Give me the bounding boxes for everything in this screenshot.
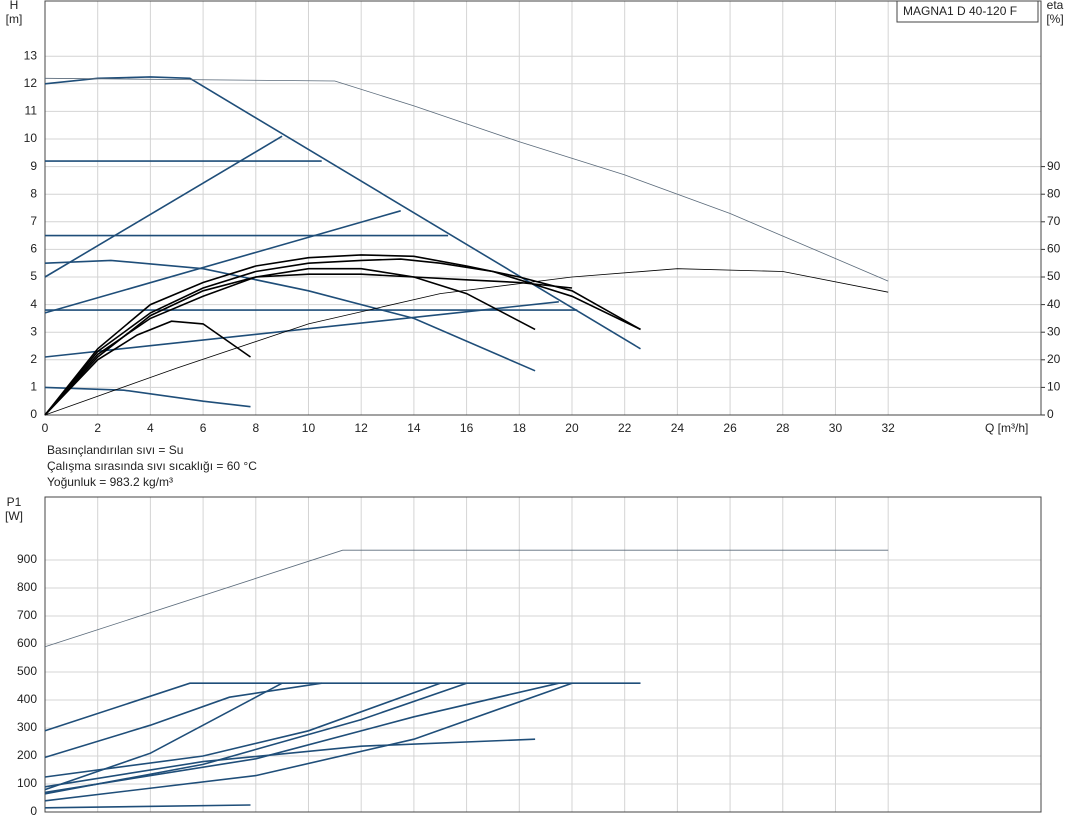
y2-tick-label: 30	[1047, 324, 1061, 338]
y-tick-label: 1	[30, 380, 37, 394]
note: Basınçlandırılan sıvı = Su	[47, 443, 183, 457]
y-tick-label: 900	[17, 552, 37, 566]
note: Yoğunluk = 983.2 kg/m³	[47, 475, 173, 489]
curve	[44, 682, 559, 794]
x-tick-label: 28	[776, 421, 790, 435]
y-tick-label: 600	[17, 636, 37, 650]
y-tick-label: 11	[25, 104, 38, 118]
x-tick-label: 8	[252, 421, 259, 435]
y2-tick-label: 60	[1047, 242, 1061, 256]
x-tick-label: 12	[355, 421, 369, 435]
curve	[44, 258, 641, 416]
y-axis-label: H	[10, 0, 19, 12]
x-tick-label: 26	[723, 421, 737, 435]
y-tick-label: 9	[30, 159, 37, 173]
x-tick-label: 30	[829, 421, 843, 435]
y-tick-label: 6	[30, 242, 37, 256]
y-tick-label: 4	[30, 297, 37, 311]
y-tick-label: 5	[30, 269, 37, 283]
y-tick-label: 200	[17, 748, 37, 762]
curve	[44, 210, 401, 314]
x-tick-label: 14	[407, 421, 421, 435]
x-tick-label: 32	[881, 421, 895, 435]
note: Çalışma sırasında sıvı sıcaklığı = 60 °C	[47, 459, 257, 473]
y2-axis-label: [%]	[1046, 12, 1063, 26]
y-tick-label: 700	[17, 608, 37, 622]
x-tick-label: 18	[513, 421, 527, 435]
y-axis-label: [m]	[6, 12, 23, 26]
curve	[44, 682, 283, 791]
x-tick-label: 2	[94, 421, 101, 435]
y-axis-label: [W]	[5, 509, 23, 523]
y-tick-label: 500	[17, 664, 37, 678]
y-tick-label: 8	[30, 186, 37, 200]
y-tick-label: 10	[24, 131, 38, 145]
plot-frame	[44, 0, 1042, 416]
y2-tick-label: 80	[1047, 186, 1061, 200]
y-tick-label: 300	[17, 720, 37, 734]
curve	[44, 738, 536, 788]
curve	[44, 273, 573, 416]
y2-tick-label: 40	[1047, 297, 1061, 311]
x-tick-label: 6	[200, 421, 207, 435]
curve	[44, 682, 573, 802]
y2-tick-label: 10	[1047, 380, 1061, 394]
curve	[44, 259, 536, 372]
annotation-box	[896, 0, 1039, 23]
x-tick-label: 4	[147, 421, 154, 435]
x-tick-label: 22	[618, 421, 632, 435]
curve	[44, 254, 641, 416]
y-tick-label: 3	[30, 324, 37, 338]
curve	[44, 135, 283, 278]
y-axis-label: P1	[7, 495, 22, 509]
y2-tick-label: 50	[1047, 269, 1061, 283]
curve	[44, 386, 251, 408]
y-tick-label: 7	[30, 214, 37, 228]
y-tick-label: 800	[17, 580, 37, 594]
plot-frame	[44, 496, 1042, 813]
y-tick-label: 0	[30, 407, 37, 421]
y2-tick-label: 90	[1047, 159, 1061, 173]
curve	[44, 77, 889, 282]
curve	[44, 268, 889, 416]
curve	[44, 804, 251, 809]
x-tick-label: 10	[302, 421, 316, 435]
y2-tick-label: 0	[1047, 407, 1054, 421]
y2-tick-label: 70	[1047, 214, 1061, 228]
y2-axis-label: eta	[1047, 0, 1064, 12]
x-tick-label: 16	[460, 421, 474, 435]
y-tick-label: 0	[30, 804, 37, 818]
y-tick-label: 100	[17, 776, 37, 790]
y-tick-label: 400	[17, 692, 37, 706]
curve	[44, 76, 641, 350]
curve	[44, 320, 251, 416]
x-tick-label: 0	[42, 421, 49, 435]
y-tick-label: 12	[24, 76, 38, 90]
x-tick-label: 20	[565, 421, 579, 435]
curve	[44, 682, 641, 732]
y-tick-label: 13	[24, 48, 38, 62]
y-tick-label: 2	[30, 352, 37, 366]
curve	[44, 301, 559, 358]
y2-tick-label: 20	[1047, 352, 1061, 366]
curve	[44, 682, 441, 778]
curve	[44, 549, 889, 648]
curve	[44, 682, 322, 759]
x-tick-label: 24	[671, 421, 685, 435]
annotation: MAGNA1 D 40-120 F	[903, 4, 1017, 18]
x-axis-label: Q [m³/h]	[985, 421, 1028, 435]
